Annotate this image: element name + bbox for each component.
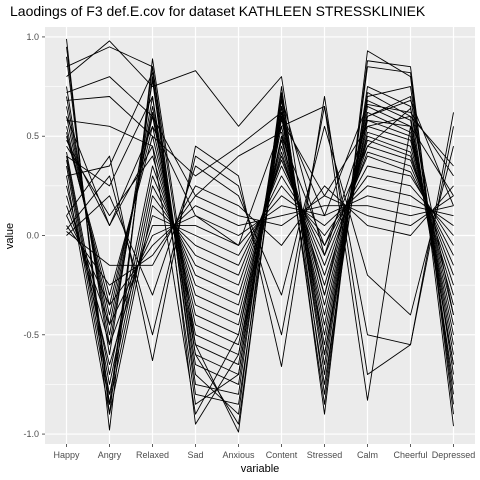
x-tick-label: Happy [53,450,80,460]
x-tick-label: Sad [187,450,203,460]
series-line-27 [66,105,454,346]
y-tick-label: -1.0 [23,429,39,439]
x-tick-labels: Happy Angry Relaxed Sad Anxious Content Stress… [53,444,475,460]
x-tick-label: Anxious [222,450,255,460]
series-line-32 [66,115,454,415]
series-line-14 [66,135,454,316]
y-tick-labels: 1.0 0.5 0.0 -0.5 -1.0 [23,32,45,439]
series-line-33 [66,72,454,425]
x-tick-label: Content [266,450,298,460]
series-line-34 [66,96,454,405]
series-line-9 [66,105,454,366]
y-tick-label: 0.0 [26,231,39,241]
x-tick-label: Cheerful [393,450,427,460]
series-line-31 [66,96,454,217]
y-tick-label: 0.5 [26,131,39,141]
chart-title: Laodings of F3 def.E.cov for dataset KAT… [10,3,426,19]
x-tick-label: Calm [357,450,378,460]
series-line-3 [66,56,454,415]
x-tick-label: Relaxed [136,450,169,460]
y-axis-title: value [4,223,16,249]
x-tick-label: Stressed [307,450,343,460]
series-line-29 [66,105,454,401]
series-line-24 [66,195,454,286]
series-line-28 [66,96,454,375]
x-tick-label: Angry [98,450,122,460]
y-tick-label: -0.5 [23,330,39,340]
x-tick-label: Depressed [432,450,476,460]
x-axis-title: variable [241,463,280,475]
series-lines [66,38,454,433]
series-line-5 [66,40,454,375]
y-tick-label: 1.0 [26,32,39,42]
